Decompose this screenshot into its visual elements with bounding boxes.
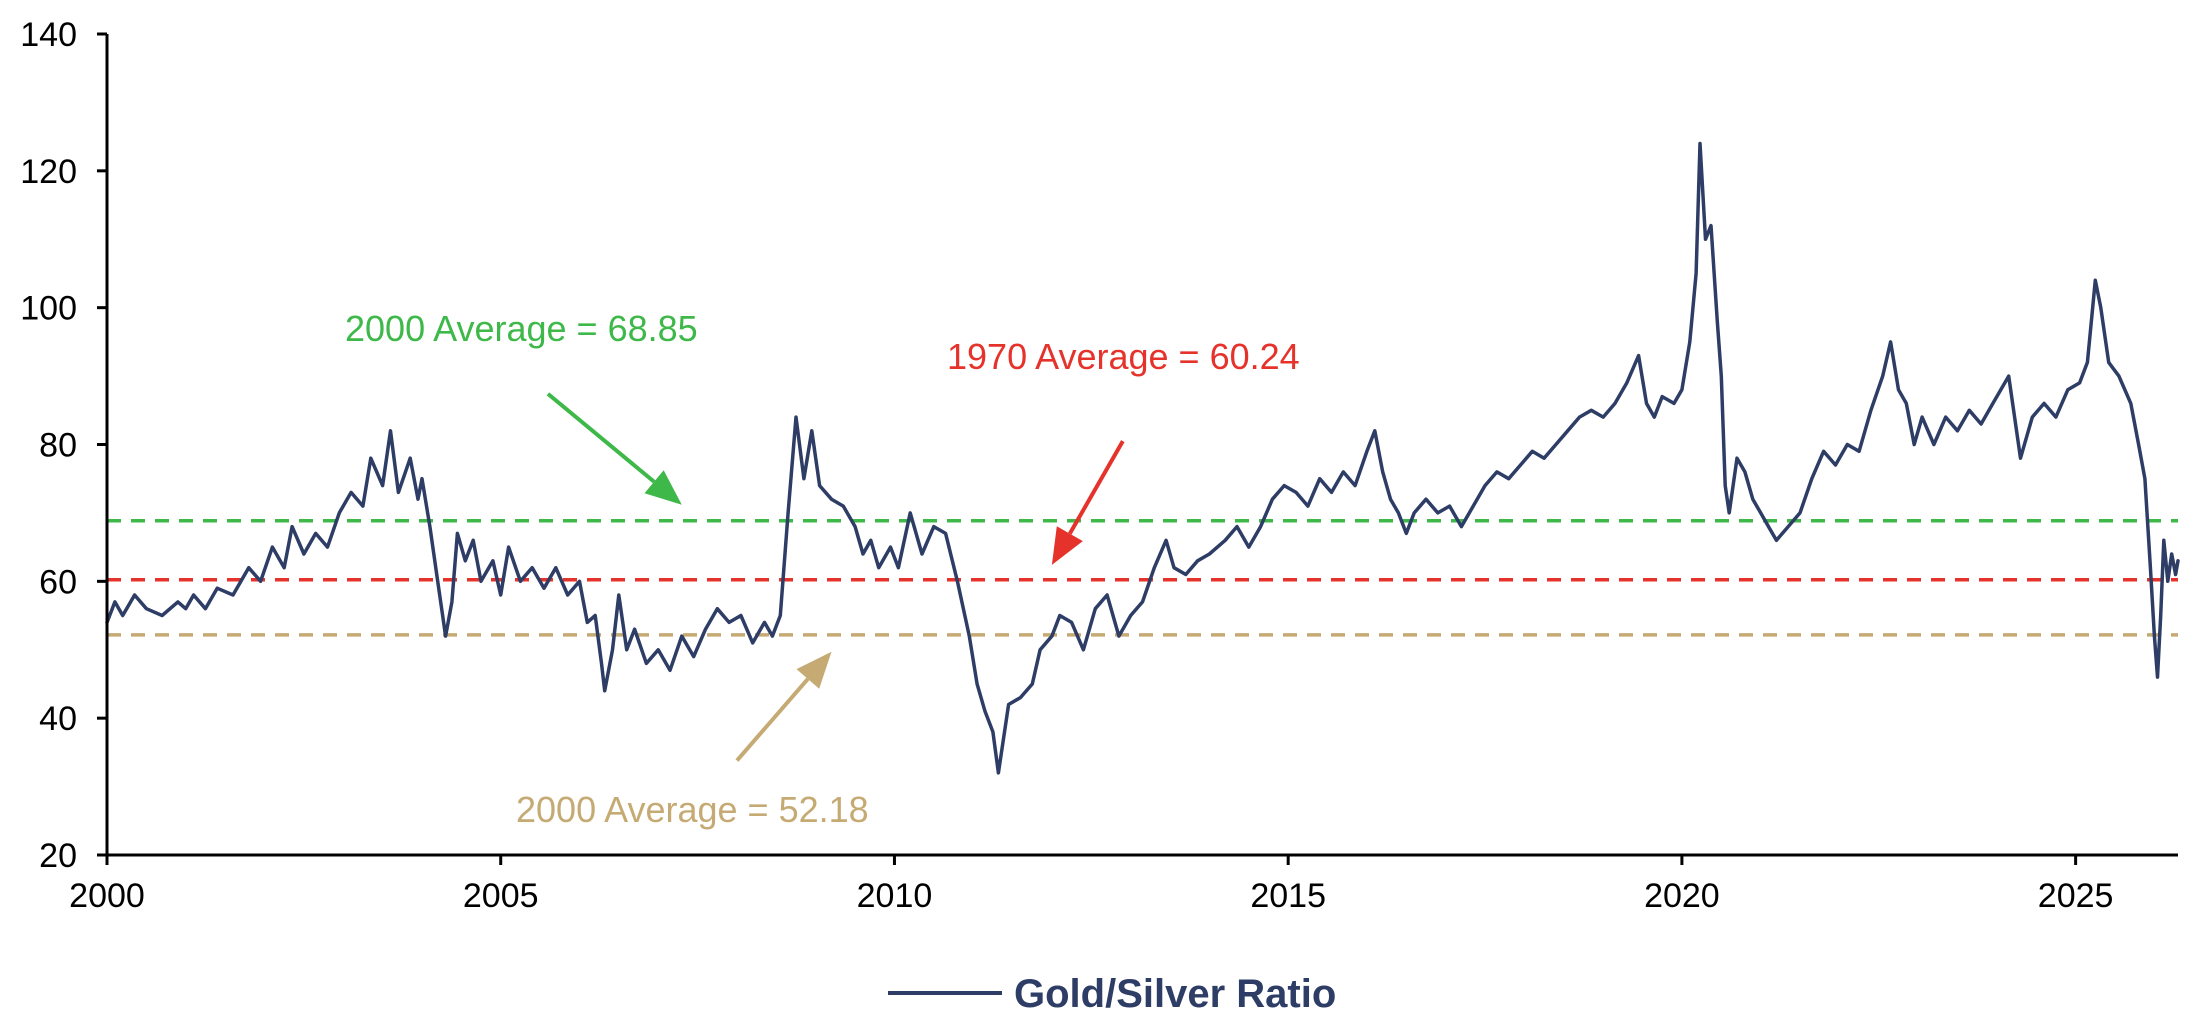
annotation-arrow-head-1	[1051, 526, 1083, 565]
legend-label: Gold/Silver Ratio	[1014, 972, 1336, 1016]
annotations: 2000 Average = 68.85 1970 Average = 60.24…	[345, 308, 1300, 830]
annotation-arrow-shaft-0	[546, 392, 656, 484]
legend: Gold/Silver Ratio	[888, 972, 1336, 1016]
y-tick-label: 60	[39, 563, 77, 601]
x-tick-label: 2010	[857, 877, 933, 915]
x-tick-label: 2025	[2038, 877, 2114, 915]
y-tick-label: 140	[20, 16, 77, 54]
y-tick-label: 80	[39, 427, 77, 465]
y-tick-label: 40	[39, 700, 77, 738]
x-tick-label: 2020	[1644, 877, 1720, 915]
y-tick-label: 20	[39, 837, 77, 875]
x-tick-label: 2005	[463, 877, 539, 915]
x-axis-ticks: 2000 2005 2010 2015 2020 2025	[69, 855, 2113, 915]
x-tick-label: 2015	[1250, 877, 1326, 915]
y-axis-ticks: 20 40 60 80 100 120 140	[20, 16, 107, 875]
annotation-arrow-head-0	[644, 470, 682, 505]
x-tick-label: 2000	[69, 877, 145, 915]
y-tick-label: 100	[20, 290, 77, 328]
annotation-arrow-shaft-2	[735, 677, 810, 762]
series-layer	[105, 141, 2180, 775]
annotation-label-2: 2000 Average = 52.18	[516, 789, 869, 830]
annotation-label-0: 2000 Average = 68.85	[345, 308, 698, 349]
y-tick-label: 120	[20, 153, 77, 191]
series-line-gold-silver-ratio	[105, 141, 2180, 775]
annotation-arrow-head-2	[796, 651, 832, 689]
reference-lines	[107, 519, 2178, 637]
annotation-arrow-shaft-1	[1068, 440, 1125, 535]
annotation-label-1: 1970 Average = 60.24	[947, 336, 1300, 377]
